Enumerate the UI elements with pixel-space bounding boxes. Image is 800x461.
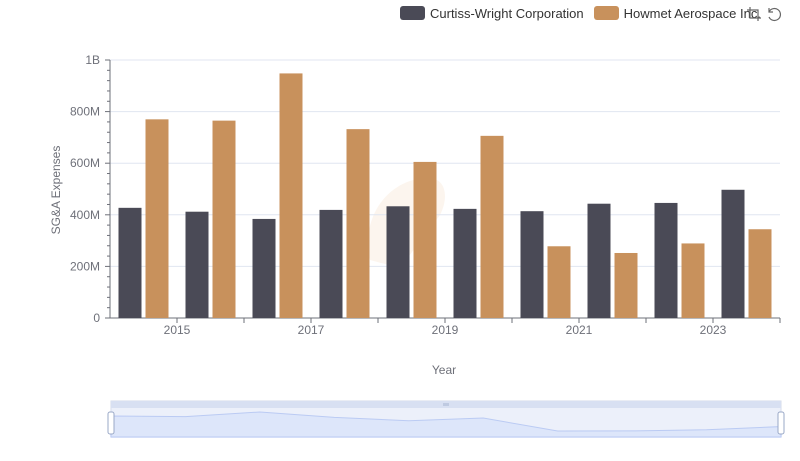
legend-item-howmet[interactable]: Howmet Aerospace Inc. (593, 5, 761, 21)
bar-curtiss-wright-2018[interactable] (386, 206, 410, 318)
legend-label-curtiss-wright: Curtiss-Wright Corporation (430, 5, 584, 21)
bar-howmet-2022[interactable] (681, 243, 705, 318)
y-axis-title: SG&A Expenses (49, 146, 63, 235)
bar-howmet-2016[interactable] (279, 73, 303, 318)
bar-howmet-2014[interactable] (145, 119, 169, 318)
bar-howmet-2017[interactable] (346, 129, 370, 318)
x-tick-label: 2019 (432, 323, 459, 337)
bar-howmet-2015[interactable] (212, 120, 236, 318)
x-tick-label: 2021 (566, 323, 593, 337)
bar-howmet-2018[interactable] (413, 161, 437, 318)
slider-handle-right[interactable] (777, 411, 785, 435)
x-axis-title: Year (432, 363, 456, 377)
bar-howmet-2023[interactable] (748, 229, 772, 318)
bar-curtiss-wright-2021[interactable] (587, 203, 611, 318)
data-zoom-slider[interactable] (107, 400, 785, 438)
bar-curtiss-wright-2014[interactable] (118, 207, 142, 318)
legend-swatch-curtiss-wright (400, 6, 425, 20)
zoom-select-icon[interactable] (746, 6, 762, 22)
y-tick-label: 800M (70, 105, 100, 119)
y-tick-label: 1B (85, 53, 100, 67)
y-tick-label: 600M (70, 156, 100, 170)
slider-selection[interactable] (111, 401, 781, 437)
y-tick-label: 400M (70, 208, 100, 222)
slider-handle-left[interactable] (107, 411, 115, 435)
bar-curtiss-wright-2016[interactable] (252, 218, 276, 318)
bar-curtiss-wright-2023[interactable] (721, 189, 745, 318)
slider-drag-icon[interactable] (443, 403, 449, 406)
legend-label-howmet: Howmet Aerospace Inc. (623, 5, 761, 21)
bar-curtiss-wright-2022[interactable] (654, 202, 678, 318)
x-tick-label: 2017 (298, 323, 325, 337)
toolbox (746, 6, 782, 22)
x-tick-label: 2023 (700, 323, 727, 337)
bar-curtiss-wright-2020[interactable] (520, 211, 544, 318)
bar-curtiss-wright-2017[interactable] (319, 209, 343, 318)
legend-item-curtiss-wright[interactable]: Curtiss-Wright Corporation (400, 6, 584, 21)
restore-icon[interactable] (766, 6, 782, 22)
slider-preview-area (110, 411, 782, 438)
bar-howmet-2021[interactable] (614, 252, 638, 318)
y-tick-label: 0 (93, 311, 100, 325)
legend-swatch-howmet (593, 6, 619, 20)
bar-howmet-2020[interactable] (547, 246, 571, 318)
bar-curtiss-wright-2015[interactable] (185, 211, 209, 318)
bar-curtiss-wright-2019[interactable] (453, 208, 477, 318)
bar-howmet-2019[interactable] (480, 135, 504, 318)
y-tick-label: 200M (70, 259, 100, 273)
x-tick-label: 2015 (164, 323, 191, 337)
legend: Curtiss-Wright Corporation Howmet Aerosp… (400, 4, 771, 22)
